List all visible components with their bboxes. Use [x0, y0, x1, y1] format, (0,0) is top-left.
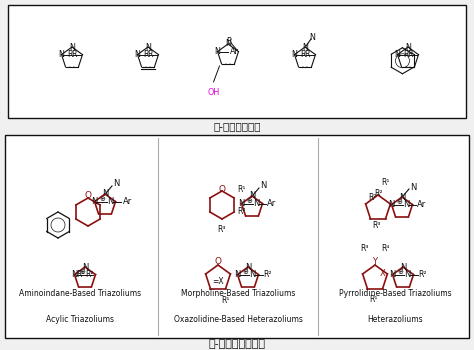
Text: R¹: R¹	[369, 294, 378, 303]
Text: N: N	[108, 197, 114, 206]
Text: N: N	[388, 200, 395, 209]
Text: N: N	[59, 50, 64, 59]
Text: R: R	[304, 50, 310, 59]
Text: N: N	[399, 193, 405, 202]
Text: N: N	[394, 50, 401, 59]
Text: N: N	[405, 42, 411, 51]
Text: R²: R²	[264, 270, 272, 279]
Text: X: X	[380, 270, 385, 279]
Text: R²: R²	[374, 189, 383, 198]
Text: ⊕: ⊕	[80, 268, 85, 275]
Text: N: N	[245, 262, 251, 272]
Text: R: R	[67, 50, 73, 59]
Text: O: O	[215, 258, 221, 266]
Text: · ·: · ·	[145, 64, 151, 69]
Bar	[5, 135, 469, 338]
Text: ⊕: ⊕	[397, 198, 402, 205]
Text: ⊕: ⊕	[243, 268, 248, 275]
Text: N: N	[309, 33, 315, 42]
Bar	[8, 5, 466, 118]
Text: N: N	[404, 270, 411, 279]
Text: R¹: R¹	[237, 185, 246, 194]
Text: Ar: Ar	[123, 197, 132, 206]
Text: =X: =X	[212, 277, 224, 286]
Text: R¹: R¹	[221, 295, 230, 304]
Text: O: O	[219, 184, 226, 194]
Text: N: N	[234, 270, 241, 279]
Text: N: N	[249, 191, 255, 201]
Text: Ar: Ar	[266, 199, 276, 208]
Text: Pyrrolidine-Based Triazoliums: Pyrrolidine-Based Triazoliums	[339, 288, 451, 298]
Text: R¹: R¹	[76, 270, 84, 279]
Text: N: N	[135, 50, 140, 59]
Text: N: N	[113, 180, 119, 189]
Text: · ·: · ·	[405, 64, 411, 69]
Text: N: N	[292, 50, 298, 59]
Text: R³: R³	[361, 244, 369, 253]
Text: N: N	[225, 40, 231, 49]
Text: R³: R³	[373, 220, 381, 230]
Text: ⊕: ⊕	[100, 196, 105, 202]
Text: R: R	[408, 50, 413, 59]
Text: O: O	[84, 191, 91, 201]
Text: Oxazolidine-Based Heterazoliums: Oxazolidine-Based Heterazoliums	[173, 315, 302, 324]
Text: N: N	[249, 270, 256, 279]
Text: R: R	[143, 50, 148, 59]
Text: N: N	[102, 189, 108, 198]
Text: R: R	[227, 37, 232, 46]
Text: · ·: · ·	[302, 64, 308, 69]
Text: N: N	[400, 262, 406, 272]
Text: N: N	[410, 182, 416, 191]
Text: Ar: Ar	[229, 47, 238, 56]
Text: Morpholine-Based Triazoliums: Morpholine-Based Triazoliums	[181, 288, 295, 298]
Text: R²: R²	[85, 270, 94, 279]
Text: R¹: R¹	[381, 178, 389, 187]
Text: R: R	[72, 50, 77, 59]
Text: ⊕: ⊕	[398, 268, 403, 275]
Text: R: R	[147, 50, 153, 59]
Text: Acylic Triazoliums: Acylic Triazoliums	[46, 315, 114, 324]
Text: N: N	[389, 270, 396, 279]
Text: Aminoindane-Based Triazoliums: Aminoindane-Based Triazoliums	[19, 288, 141, 298]
Text: R: R	[403, 50, 409, 59]
Text: N: N	[254, 199, 260, 208]
Text: N: N	[145, 42, 151, 51]
Text: N: N	[72, 270, 78, 279]
Text: N: N	[69, 42, 75, 51]
Text: ⊕: ⊕	[246, 198, 253, 204]
Text: R³: R³	[218, 225, 226, 234]
Text: 氮-杂环卡宾催化剂: 氮-杂环卡宾催化剂	[209, 339, 265, 349]
Text: R²: R²	[419, 270, 427, 279]
Text: · ·: · ·	[69, 64, 75, 69]
Text: N: N	[302, 42, 308, 51]
Text: · ·: · ·	[225, 61, 231, 66]
Text: R²: R²	[369, 193, 377, 202]
Text: N: N	[91, 197, 98, 206]
Text: N: N	[238, 199, 245, 208]
Text: N: N	[215, 47, 220, 56]
Text: R: R	[300, 50, 305, 59]
Text: N: N	[82, 262, 88, 272]
Text: Heterazoliums: Heterazoliums	[367, 315, 423, 324]
Text: N: N	[260, 182, 266, 190]
Text: Ar: Ar	[417, 200, 426, 209]
Text: R²: R²	[237, 208, 246, 217]
Text: Y: Y	[373, 258, 377, 266]
Text: N: N	[403, 200, 410, 209]
Text: R⁴: R⁴	[381, 244, 389, 253]
Text: 氮-杂环卡宾配体: 氮-杂环卡宾配体	[213, 121, 261, 131]
Text: OH: OH	[208, 88, 219, 97]
